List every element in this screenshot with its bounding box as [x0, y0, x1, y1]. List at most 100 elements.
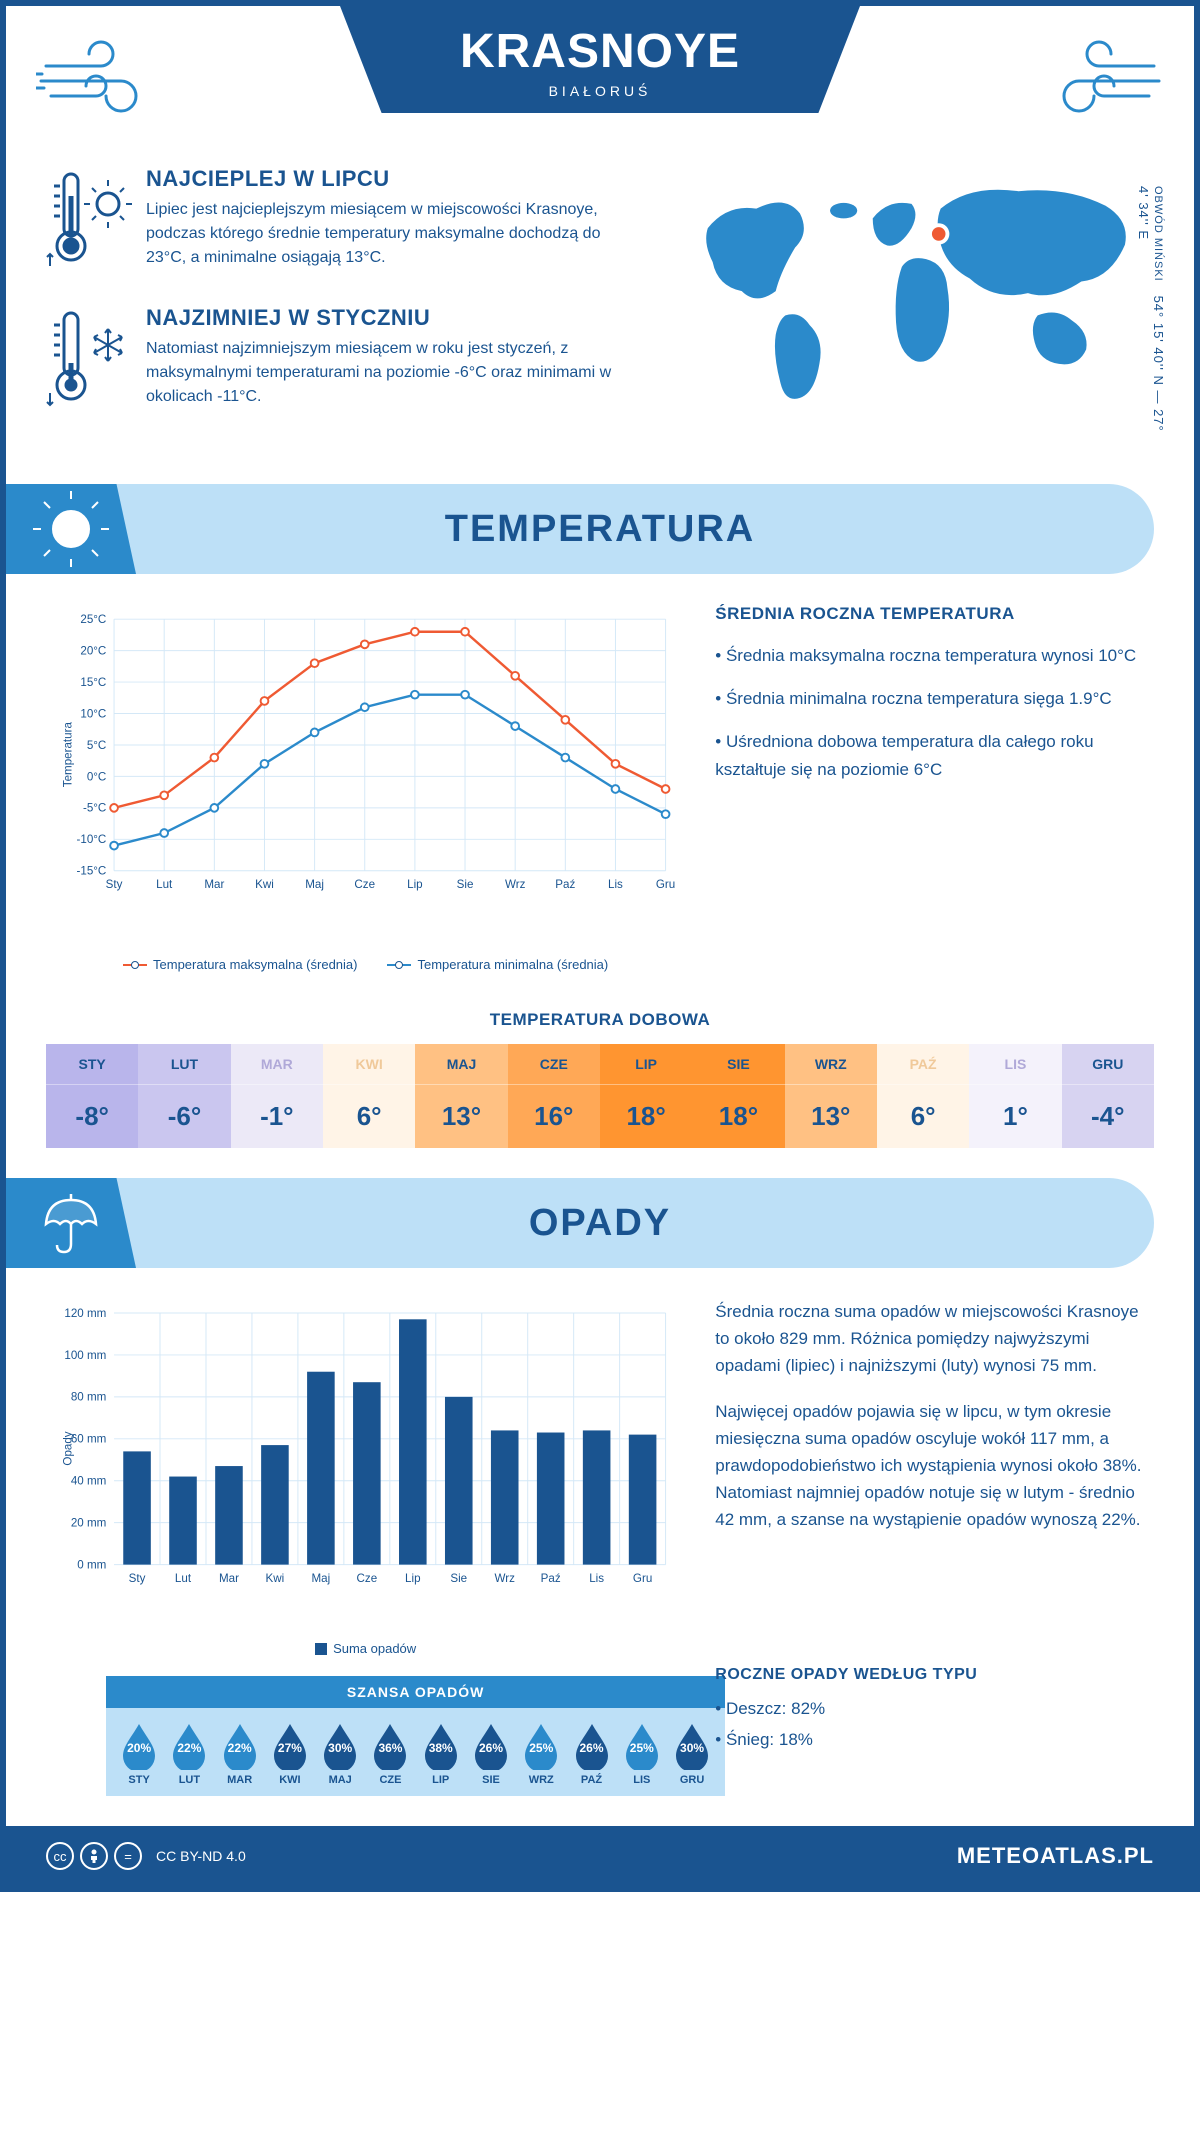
- location-title: KRASNOYE: [420, 24, 780, 79]
- daily-temp-cell: PAŹ 6°: [877, 1044, 969, 1148]
- daily-temp-cell: STY -8°: [46, 1044, 138, 1148]
- svg-text:Lis: Lis: [608, 878, 623, 891]
- svg-text:Kwi: Kwi: [266, 1572, 285, 1585]
- temp-legend: .lg-swatch::after{border-color:inherit}T…: [56, 957, 675, 972]
- svg-text:Paź: Paź: [555, 878, 575, 891]
- svg-text:80 mm: 80 mm: [71, 1391, 106, 1404]
- page: KRASNOYE BIAŁORUŚ NAJCIEPLEJ W LIPCU Lip…: [0, 0, 1200, 1892]
- coldest-block: NAJZIMNIEJ W STYCZNIU Natomiast najzimni…: [46, 305, 639, 420]
- daily-temp-cell: CZE 16°: [508, 1044, 600, 1148]
- svg-text:Gru: Gru: [656, 878, 675, 891]
- svg-text:20 mm: 20 mm: [71, 1517, 106, 1530]
- daily-temp-table: STY -8° LUT -6° MAR -1° KWI 6° MAJ 13° C…: [46, 1044, 1154, 1148]
- cc-icon: cc: [46, 1842, 74, 1870]
- header: KRASNOYE BIAŁORUŚ: [6, 6, 1194, 166]
- svg-text:120 mm: 120 mm: [64, 1307, 106, 1320]
- world-map-icon: [669, 166, 1154, 426]
- svg-text:0 mm: 0 mm: [77, 1558, 106, 1571]
- svg-text:Mar: Mar: [219, 1572, 239, 1585]
- svg-text:Lut: Lut: [175, 1572, 192, 1585]
- svg-text:25°C: 25°C: [80, 613, 106, 626]
- coldest-body: Natomiast najzimniejszym miesiącem w rok…: [146, 337, 639, 409]
- svg-text:Lip: Lip: [407, 878, 423, 891]
- precipitation-info: Średnia roczna suma opadów w miejscowośc…: [715, 1298, 1144, 1656]
- chance-item: 30% MAJ: [320, 1722, 360, 1786]
- daily-temp-cell: LUT -6°: [138, 1044, 230, 1148]
- svg-text:Maj: Maj: [312, 1572, 331, 1585]
- chance-item: 20% STY: [119, 1722, 159, 1786]
- daily-temp-cell: KWI 6°: [323, 1044, 415, 1148]
- svg-text:Maj: Maj: [305, 878, 324, 891]
- temperature-body: -15°C -10°C -5°C 0°C 5°C 10°C 15°C 20°C 25°C Sty L…: [6, 594, 1194, 992]
- daily-temp-cell: LIS 1°: [969, 1044, 1061, 1148]
- temperature-chart: -15°C -10°C -5°C 0°C 5°C 10°C 15°C 20°C 25°C Sty L…: [56, 604, 675, 972]
- site-brand: METEOATLAS.PL: [957, 1843, 1154, 1869]
- precipitation-body: 0 mm20 mm40 mm60 mm80 mm100 mm120 mmStyL…: [6, 1288, 1194, 1666]
- chance-item: 30% GRU: [672, 1722, 712, 1786]
- svg-text:20°C: 20°C: [80, 645, 106, 658]
- thermometer-snow-icon: [46, 305, 146, 420]
- svg-text:Kwi: Kwi: [255, 878, 274, 891]
- svg-text:15°C: 15°C: [80, 676, 106, 689]
- daily-temp-cell: SIE 18°: [692, 1044, 784, 1148]
- svg-text:Lis: Lis: [589, 1572, 604, 1585]
- footer: cc = CC BY-ND 4.0 METEOATLAS.PL: [6, 1826, 1194, 1886]
- svg-text:-5°C: -5°C: [83, 802, 106, 815]
- svg-text:Opady: Opady: [61, 1431, 74, 1465]
- svg-text:Paź: Paź: [541, 1572, 561, 1585]
- intro-text-column: NAJCIEPLEJ W LIPCU Lipiec jest najcieple…: [46, 166, 639, 444]
- svg-text:Temperatura: Temperatura: [61, 722, 74, 788]
- temperature-info: ŚREDNIA ROCZNA TEMPERATURA • Średnia mak…: [715, 604, 1144, 972]
- chance-item: 26% PAŹ: [572, 1722, 612, 1786]
- precipitation-chart: 0 mm20 mm40 mm60 mm80 mm100 mm120 mmStyL…: [56, 1298, 675, 1656]
- precip-legend: Suma opadów: [56, 1641, 675, 1656]
- chance-item: 22% MAR: [220, 1722, 260, 1786]
- chance-box: SZANSA OPADÓW 20% STY 22% LUT 22% MAR 27…: [106, 1676, 725, 1796]
- svg-text:Lut: Lut: [156, 878, 173, 891]
- intro: NAJCIEPLEJ W LIPCU Lipiec jest najcieple…: [6, 166, 1194, 464]
- warmest-block: NAJCIEPLEJ W LIPCU Lipiec jest najcieple…: [46, 166, 639, 281]
- svg-text:10°C: 10°C: [80, 707, 106, 720]
- nd-icon: =: [114, 1842, 142, 1870]
- daily-temp-heading: TEMPERATURA DOBOWA: [6, 1010, 1194, 1030]
- chance-item: 25% WRZ: [521, 1722, 561, 1786]
- coldest-title: NAJZIMNIEJ W STYCZNIU: [146, 305, 639, 331]
- svg-text:-10°C: -10°C: [77, 833, 107, 846]
- svg-text:5°C: 5°C: [87, 739, 106, 752]
- daily-temp-cell: WRZ 13°: [785, 1044, 877, 1148]
- precipitation-lower: SZANSA OPADÓW 20% STY 22% LUT 22% MAR 27…: [6, 1666, 1194, 1826]
- svg-text:60 mm: 60 mm: [71, 1433, 106, 1446]
- precip-type: ROCZNE OPADY WEDŁUG TYPU • Deszcz: 82% •…: [715, 1666, 1144, 1755]
- umbrella-icon: [6, 1178, 136, 1268]
- warmest-title: NAJCIEPLEJ W LIPCU: [146, 166, 639, 192]
- precipitation-section-header: OPADY: [6, 1178, 1154, 1268]
- title-ribbon: KRASNOYE BIAŁORUŚ: [340, 6, 860, 113]
- daily-temp-cell: LIP 18°: [600, 1044, 692, 1148]
- chance-item: 36% CZE: [370, 1722, 410, 1786]
- chance-item: 22% LUT: [169, 1722, 209, 1786]
- svg-text:Sie: Sie: [450, 1572, 467, 1585]
- chance-item: 38% LIP: [421, 1722, 461, 1786]
- chance-item: 27% KWI: [270, 1722, 310, 1786]
- svg-text:-15°C: -15°C: [77, 865, 107, 878]
- daily-temp-cell: MAR -1°: [231, 1044, 323, 1148]
- svg-text:Mar: Mar: [204, 878, 224, 891]
- svg-text:Sty: Sty: [129, 1572, 146, 1585]
- svg-text:0°C: 0°C: [87, 770, 106, 783]
- coordinates: OBWÓD MIŃSKI 54° 15' 40'' N — 27° 4' 34'…: [1136, 186, 1166, 444]
- svg-text:Cze: Cze: [357, 1572, 378, 1585]
- temperature-section-header: TEMPERATURA: [6, 484, 1154, 574]
- wind-icon: [36, 36, 176, 131]
- section-title: TEMPERATURA: [136, 508, 1154, 551]
- daily-temp-cell: GRU -4°: [1062, 1044, 1154, 1148]
- svg-text:Wrz: Wrz: [505, 878, 526, 891]
- map-column: OBWÓD MIŃSKI 54° 15' 40'' N — 27° 4' 34'…: [669, 166, 1154, 444]
- svg-text:Sty: Sty: [106, 878, 123, 891]
- country-subtitle: BIAŁORUŚ: [420, 83, 780, 99]
- thermometer-sun-icon: [46, 166, 146, 281]
- svg-text:Sie: Sie: [457, 878, 474, 891]
- chance-item: 25% LIS: [622, 1722, 662, 1786]
- chance-item: 26% SIE: [471, 1722, 511, 1786]
- svg-text:Gru: Gru: [633, 1572, 652, 1585]
- daily-temp-cell: MAJ 13°: [415, 1044, 507, 1148]
